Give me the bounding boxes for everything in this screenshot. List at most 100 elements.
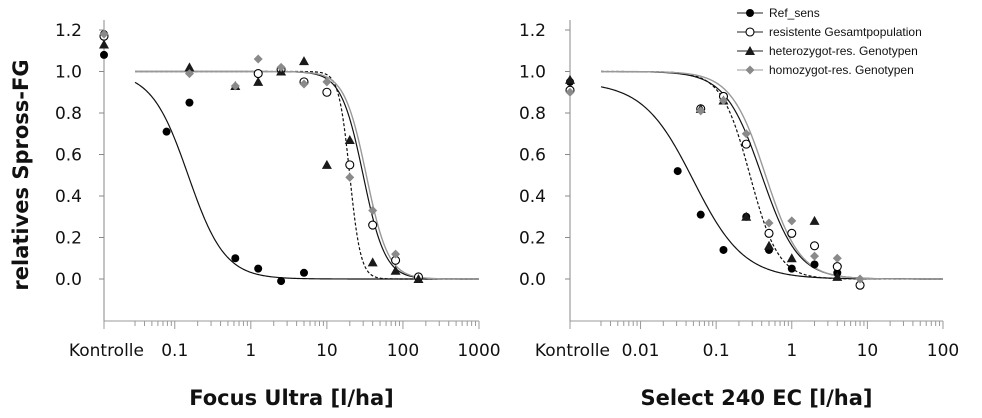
data-point <box>413 274 424 283</box>
data-point <box>565 74 575 84</box>
legend-marker <box>745 65 755 75</box>
y-tick-label: 0.2 <box>55 229 82 249</box>
chart-panel-2: 1.2 1.0 0.8 0.6 0.4 0.2 0.0 Kontrolle 0.01 0.1 1 10… <box>519 20 959 410</box>
legend-label: resistente Gesamtpopulation <box>769 25 922 39</box>
data-point <box>185 98 194 107</box>
legend-item: Ref_sens <box>737 6 820 20</box>
data-point <box>344 134 355 144</box>
data-point <box>855 274 865 284</box>
data-point <box>277 277 286 286</box>
x-tick-label: 0.01 <box>622 341 660 361</box>
legend-item: heterozygot-res. Genotypen <box>737 44 918 58</box>
legend-label: homozygot-res. Genotypen <box>769 63 914 77</box>
y-tick-label: 0.4 <box>519 187 546 207</box>
y-tick-label: 0.4 <box>55 187 82 207</box>
y-tick-label: 1.0 <box>55 63 82 83</box>
y-tick-label: 0.6 <box>55 146 82 166</box>
data-point <box>565 87 575 97</box>
y-tick-label: 0.0 <box>55 270 82 290</box>
y-tick-label: 0.6 <box>519 146 546 166</box>
data-point <box>391 249 401 259</box>
fit-curve-1 <box>134 81 479 280</box>
data-point <box>810 260 819 269</box>
data-point <box>184 69 194 79</box>
data-point <box>298 56 309 66</box>
data-point <box>230 81 240 91</box>
y-tick-label: 1.0 <box>519 63 546 83</box>
chart-panel-1: 1.2 1.0 0.8 0.6 0.4 0.2 0.0 Kontrolle 0.1 1 10 100 1… <box>55 20 501 410</box>
y-tick-label: 0.2 <box>519 229 546 249</box>
data-point <box>741 139 751 149</box>
x-tick-label: 1 <box>245 341 256 361</box>
y-tick-label: 0.8 <box>55 104 82 124</box>
legend-marker <box>745 46 755 55</box>
x-tick-label: 1 <box>786 341 797 361</box>
legend-label: Ref_sens <box>769 6 820 20</box>
data-point <box>254 264 263 273</box>
data-point <box>809 241 820 251</box>
data-point <box>832 261 842 272</box>
data-point <box>345 172 355 182</box>
data-point <box>368 206 378 216</box>
data-point <box>253 76 264 86</box>
data-point <box>368 220 378 230</box>
x-tick-label: 100 <box>387 341 419 361</box>
data-point <box>299 268 308 277</box>
y-tick-label: 0.0 <box>519 270 546 290</box>
legend-item: homozygot-res. Genotypen <box>737 63 914 77</box>
x-tick-label-control: Kontrolle <box>69 341 144 361</box>
data-point <box>764 228 774 238</box>
y-axis-title: relatives Spross-FG <box>9 59 33 290</box>
data-point <box>787 264 796 273</box>
legend: Ref_sens resistente Gesamtpopulation heter… <box>737 6 922 77</box>
data-point <box>367 257 378 267</box>
x-tick-label: 100 <box>927 341 959 361</box>
fit-curve-4 <box>601 70 943 280</box>
data-point <box>99 29 109 39</box>
data-point <box>673 167 682 176</box>
data-point <box>253 54 263 64</box>
data-point <box>99 39 109 49</box>
data-point <box>741 129 751 139</box>
data-point <box>322 87 332 97</box>
data-point <box>345 160 355 170</box>
legend-label: heterozygot-res. Genotypen <box>769 44 918 58</box>
x-tick-label: 10 <box>316 341 338 361</box>
x-axis-title: Focus Ultra [l/ha] <box>189 386 393 410</box>
data-point <box>276 62 286 72</box>
x-tick-label: 0.1 <box>161 341 188 361</box>
data-point <box>810 251 820 261</box>
legend-marker <box>746 9 754 17</box>
legend-marker <box>745 27 755 37</box>
data-point <box>696 210 705 219</box>
data-point <box>764 240 775 250</box>
x-tick-label: 1000 <box>457 341 500 361</box>
x-tick-label: 0.1 <box>703 341 730 361</box>
data-point <box>741 211 752 221</box>
data-point <box>718 96 728 106</box>
data-point <box>809 215 820 225</box>
x-tick-label-control: Kontrolle <box>535 341 610 361</box>
data-point <box>299 79 309 89</box>
data-point <box>719 245 728 254</box>
data-point <box>832 271 843 281</box>
data-point <box>322 77 332 87</box>
data-point <box>832 253 842 263</box>
data-point <box>100 50 108 59</box>
data-point <box>231 254 240 263</box>
x-tick-label: 10 <box>857 341 879 361</box>
data-point <box>764 218 774 228</box>
data-point <box>787 228 797 238</box>
data-point <box>184 62 195 72</box>
data-point <box>787 216 797 226</box>
data-point <box>162 127 171 136</box>
y-tick-label: 0.8 <box>519 104 546 124</box>
y-tick-label: 1.2 <box>519 21 546 41</box>
data-point <box>253 69 263 79</box>
data-point <box>786 253 797 263</box>
data-point <box>696 106 706 116</box>
data-point <box>390 265 401 275</box>
x-axis-title: Select 240 EC [l/ha] <box>640 386 872 410</box>
